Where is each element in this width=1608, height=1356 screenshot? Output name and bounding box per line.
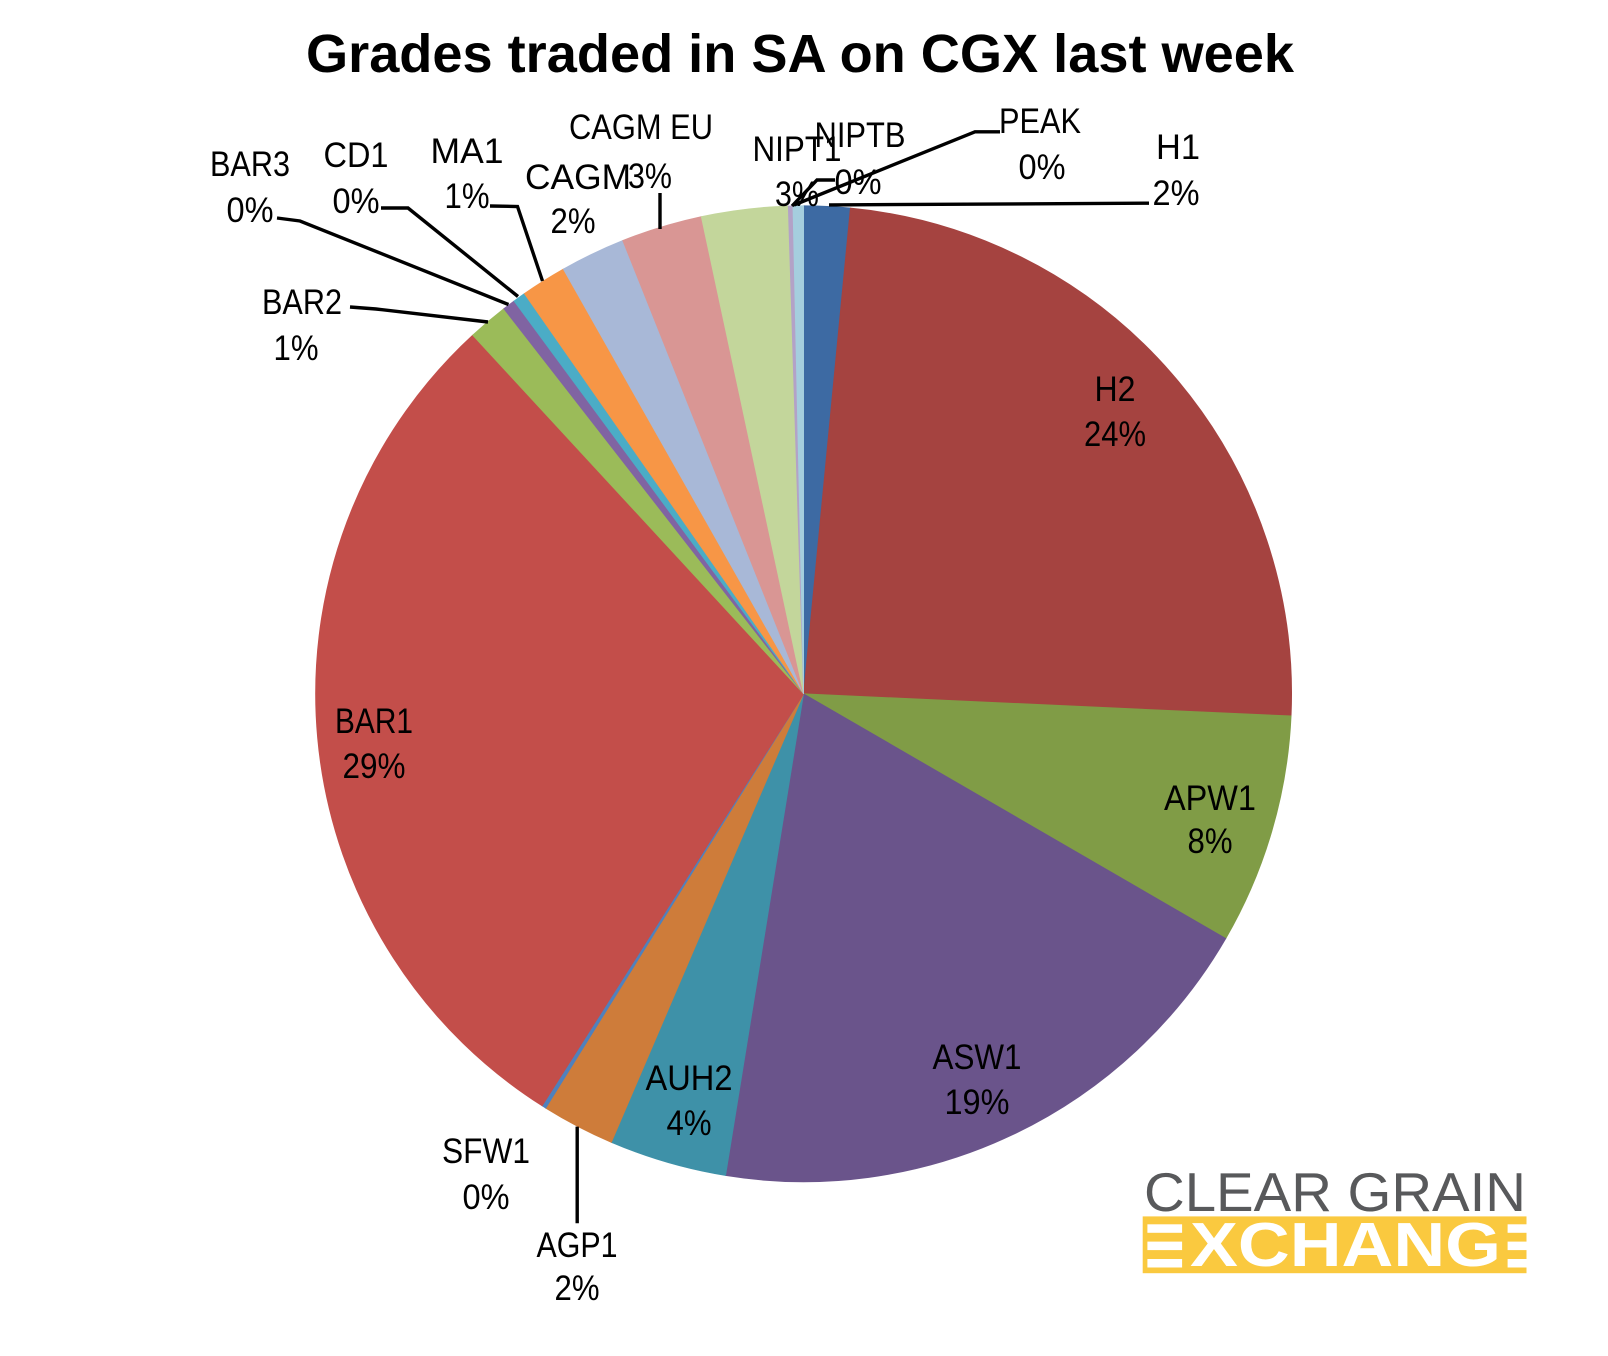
svg-text:2%: 2% (1153, 174, 1200, 213)
svg-text:2%: 2% (551, 202, 596, 241)
svg-text:3%: 3% (628, 157, 672, 196)
svg-text:24%: 24% (1084, 415, 1146, 454)
svg-text:MA1: MA1 (431, 132, 504, 171)
svg-text:CAGM EU: CAGM EU (569, 108, 713, 147)
svg-text:CLEAR GRAIN: CLEAR GRAIN (1144, 1161, 1526, 1223)
svg-text:BAR2: BAR2 (262, 283, 342, 322)
svg-text:4%: 4% (667, 1104, 712, 1143)
svg-text:8%: 8% (1188, 822, 1233, 861)
svg-text:CAGM: CAGM (525, 158, 631, 197)
svg-text:CD1: CD1 (324, 136, 389, 175)
svg-text:PEAK: PEAK (999, 102, 1081, 141)
svg-text:NIPT1: NIPT1 (753, 130, 842, 169)
svg-text:0%: 0% (835, 163, 882, 202)
svg-text:Grades traded in SA on CGX las: Grades traded in SA on CGX last week (306, 24, 1295, 84)
svg-text:BAR1: BAR1 (335, 702, 413, 741)
svg-text:0%: 0% (463, 1178, 510, 1217)
svg-text:2%: 2% (555, 1269, 600, 1308)
svg-text:AGP1: AGP1 (537, 1226, 618, 1265)
svg-text:XCHANG: XCHANG (1190, 1211, 1501, 1280)
svg-text:H1: H1 (1156, 128, 1200, 167)
svg-text:NIPTB: NIPTB (815, 116, 906, 155)
svg-text:0%: 0% (1019, 148, 1066, 187)
svg-text:BAR3: BAR3 (210, 145, 290, 184)
svg-text:29%: 29% (343, 747, 406, 786)
svg-text:H2: H2 (1095, 370, 1136, 409)
svg-text:APW1: APW1 (1164, 779, 1256, 818)
svg-text:0%: 0% (333, 182, 380, 221)
svg-text:19%: 19% (945, 1083, 1010, 1122)
svg-text:0%: 0% (227, 191, 274, 230)
svg-text:3%: 3% (775, 175, 819, 214)
svg-text:SFW1: SFW1 (442, 1132, 530, 1171)
svg-text:AUH2: AUH2 (646, 1059, 733, 1098)
svg-text:1%: 1% (274, 329, 319, 368)
svg-text:ASW1: ASW1 (933, 1038, 1022, 1077)
svg-text:1%: 1% (445, 177, 490, 216)
